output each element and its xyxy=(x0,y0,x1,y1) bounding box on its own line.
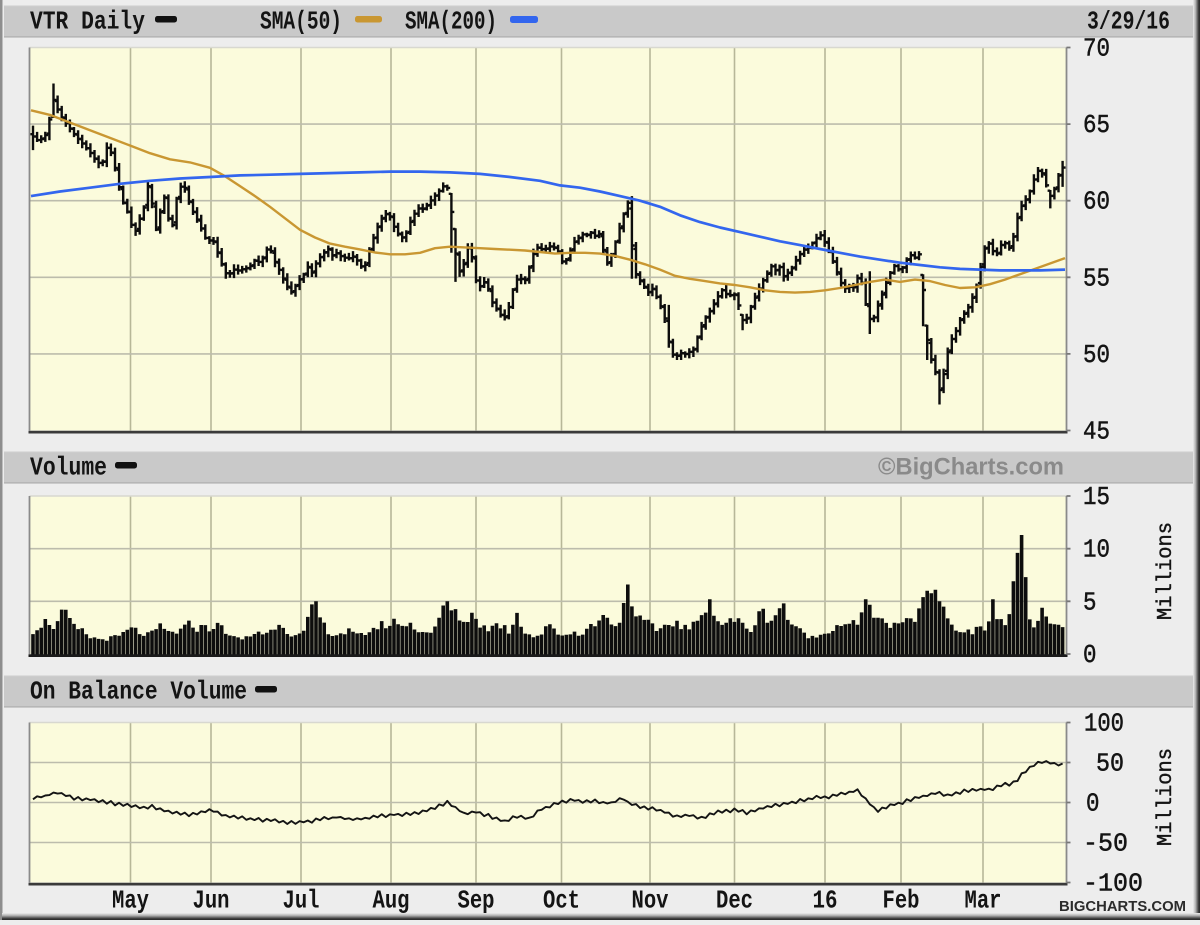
svg-text:0: 0 xyxy=(1083,640,1097,670)
svg-text:0: 0 xyxy=(1086,789,1100,819)
svg-text:3/29/16: 3/29/16 xyxy=(1087,7,1170,37)
svg-text:Mar: Mar xyxy=(965,886,1002,916)
svg-text:Jul: Jul xyxy=(283,886,320,916)
svg-text:©BigCharts.com: ©BigCharts.com xyxy=(878,454,1064,481)
svg-text:Volume: Volume xyxy=(30,453,107,483)
svg-text:100: 100 xyxy=(1084,709,1124,739)
svg-text:50: 50 xyxy=(1083,340,1110,370)
svg-text:Aug: Aug xyxy=(373,886,410,916)
svg-text:Nov: Nov xyxy=(632,886,669,916)
svg-text:10: 10 xyxy=(1083,535,1110,565)
svg-text:60: 60 xyxy=(1083,187,1110,217)
svg-text:5: 5 xyxy=(1083,587,1097,617)
svg-text:45: 45 xyxy=(1083,417,1110,447)
svg-text:May: May xyxy=(112,886,149,916)
svg-text:On Balance Volume: On Balance Volume xyxy=(30,677,247,707)
svg-text:65: 65 xyxy=(1083,110,1110,140)
svg-text:Feb: Feb xyxy=(883,886,920,916)
svg-text:-50: -50 xyxy=(1083,829,1128,859)
svg-text:15: 15 xyxy=(1083,482,1110,512)
svg-text:-100: -100 xyxy=(1083,869,1143,899)
svg-text:SMA(200): SMA(200) xyxy=(405,7,497,37)
svg-text:Millions: Millions xyxy=(1155,748,1178,846)
svg-text:Dec: Dec xyxy=(716,886,753,916)
svg-text:70: 70 xyxy=(1083,34,1110,64)
svg-text:SMA(50): SMA(50) xyxy=(260,7,342,37)
svg-text:50: 50 xyxy=(1096,749,1124,779)
svg-text:Sep: Sep xyxy=(458,886,495,916)
svg-text:Millions: Millions xyxy=(1155,522,1178,620)
svg-text:Jun: Jun xyxy=(193,886,230,916)
svg-text:16: 16 xyxy=(813,886,838,916)
svg-text:VTR Daily: VTR Daily xyxy=(30,7,145,37)
svg-text:55: 55 xyxy=(1083,263,1110,293)
svg-text:BIGCHARTS.COM: BIGCHARTS.COM xyxy=(1059,899,1186,915)
svg-text:Oct: Oct xyxy=(543,886,580,916)
